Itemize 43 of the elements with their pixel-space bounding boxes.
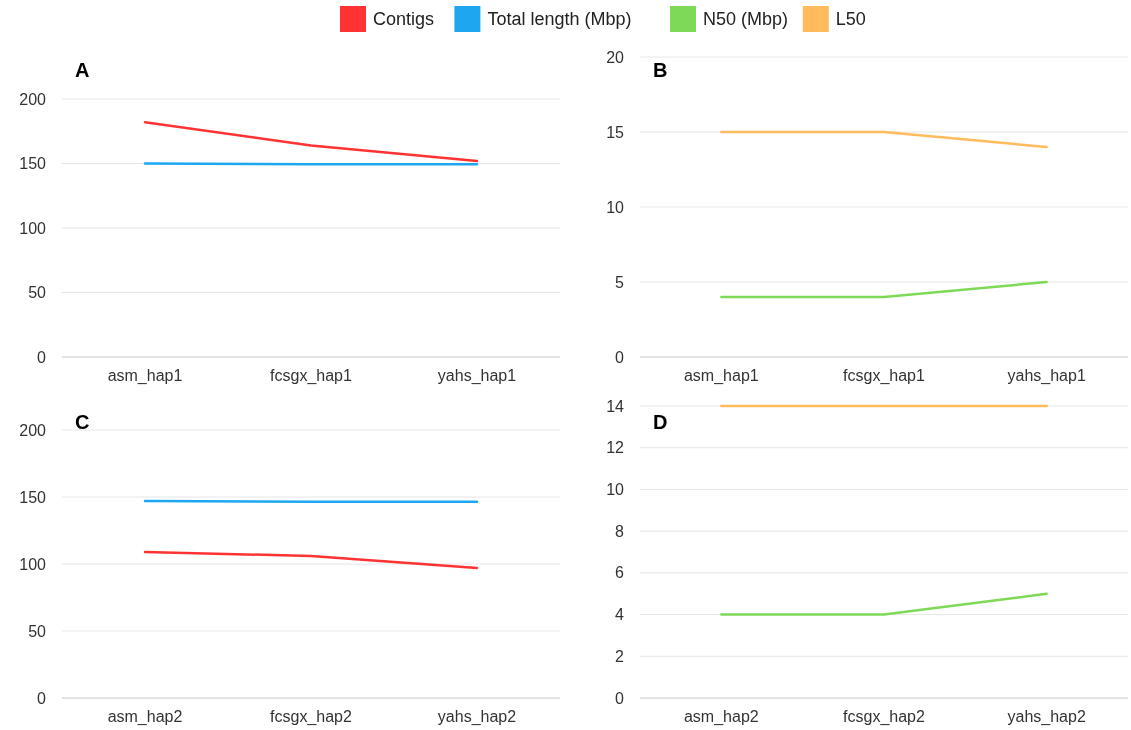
chart-title: B <box>653 59 668 81</box>
y-tick-label: 5 <box>615 273 625 291</box>
y-tick-label: 15 <box>606 123 625 141</box>
y-tick-label: 0 <box>615 348 625 366</box>
x-tick-label: fcsgx_hap2 <box>270 708 353 726</box>
y-tick-label: 8 <box>615 522 625 540</box>
y-tick-label: 150 <box>19 155 47 173</box>
y-tick-label: 50 <box>28 284 47 302</box>
y-tick-label: 50 <box>28 622 47 640</box>
x-tick-label: asm_hap2 <box>683 708 759 726</box>
y-tick-label: 20 <box>606 48 625 66</box>
x-tick-label: fcsgx_hap2 <box>843 708 926 726</box>
y-tick-label: 10 <box>606 481 625 499</box>
y-tick-label: 12 <box>606 439 625 457</box>
x-tick-label: asm_hap1 <box>683 367 759 385</box>
y-tick-label: 150 <box>19 488 47 506</box>
chart-title: C <box>75 411 90 433</box>
y-tick-label: 10 <box>606 198 625 216</box>
y-tick-label: 0 <box>37 348 47 366</box>
x-tick-label: fcsgx_hap1 <box>843 367 926 385</box>
y-tick-label: 2 <box>615 647 625 665</box>
y-tick-label: 200 <box>19 90 47 108</box>
x-tick-label: yahs_hap1 <box>1007 367 1086 385</box>
chart-title: A <box>75 59 90 81</box>
x-tick-label: yahs_hap1 <box>437 367 517 385</box>
y-tick-label: 0 <box>37 689 47 707</box>
chart-title: D <box>653 411 668 433</box>
x-tick-label: asm_hap1 <box>107 367 183 385</box>
y-tick-label: 200 <box>19 421 47 439</box>
y-tick-label: 0 <box>615 689 625 707</box>
y-tick-label: 4 <box>615 606 625 624</box>
legend-label: Total length (Mbp) <box>487 9 632 30</box>
legend-label: L50 <box>835 9 866 30</box>
x-tick-label: yahs_hap2 <box>1007 708 1086 726</box>
legend-label: N50 (Mbp) <box>703 9 789 30</box>
y-tick-label: 14 <box>606 397 625 415</box>
x-tick-label: yahs_hap2 <box>437 708 517 726</box>
y-tick-label: 100 <box>19 219 47 237</box>
y-tick-label: 100 <box>19 555 47 573</box>
legend-label: Contigs <box>373 9 435 30</box>
x-tick-label: fcsgx_hap1 <box>270 367 353 385</box>
y-tick-label: 6 <box>615 564 625 582</box>
x-tick-label: asm_hap2 <box>107 708 183 726</box>
